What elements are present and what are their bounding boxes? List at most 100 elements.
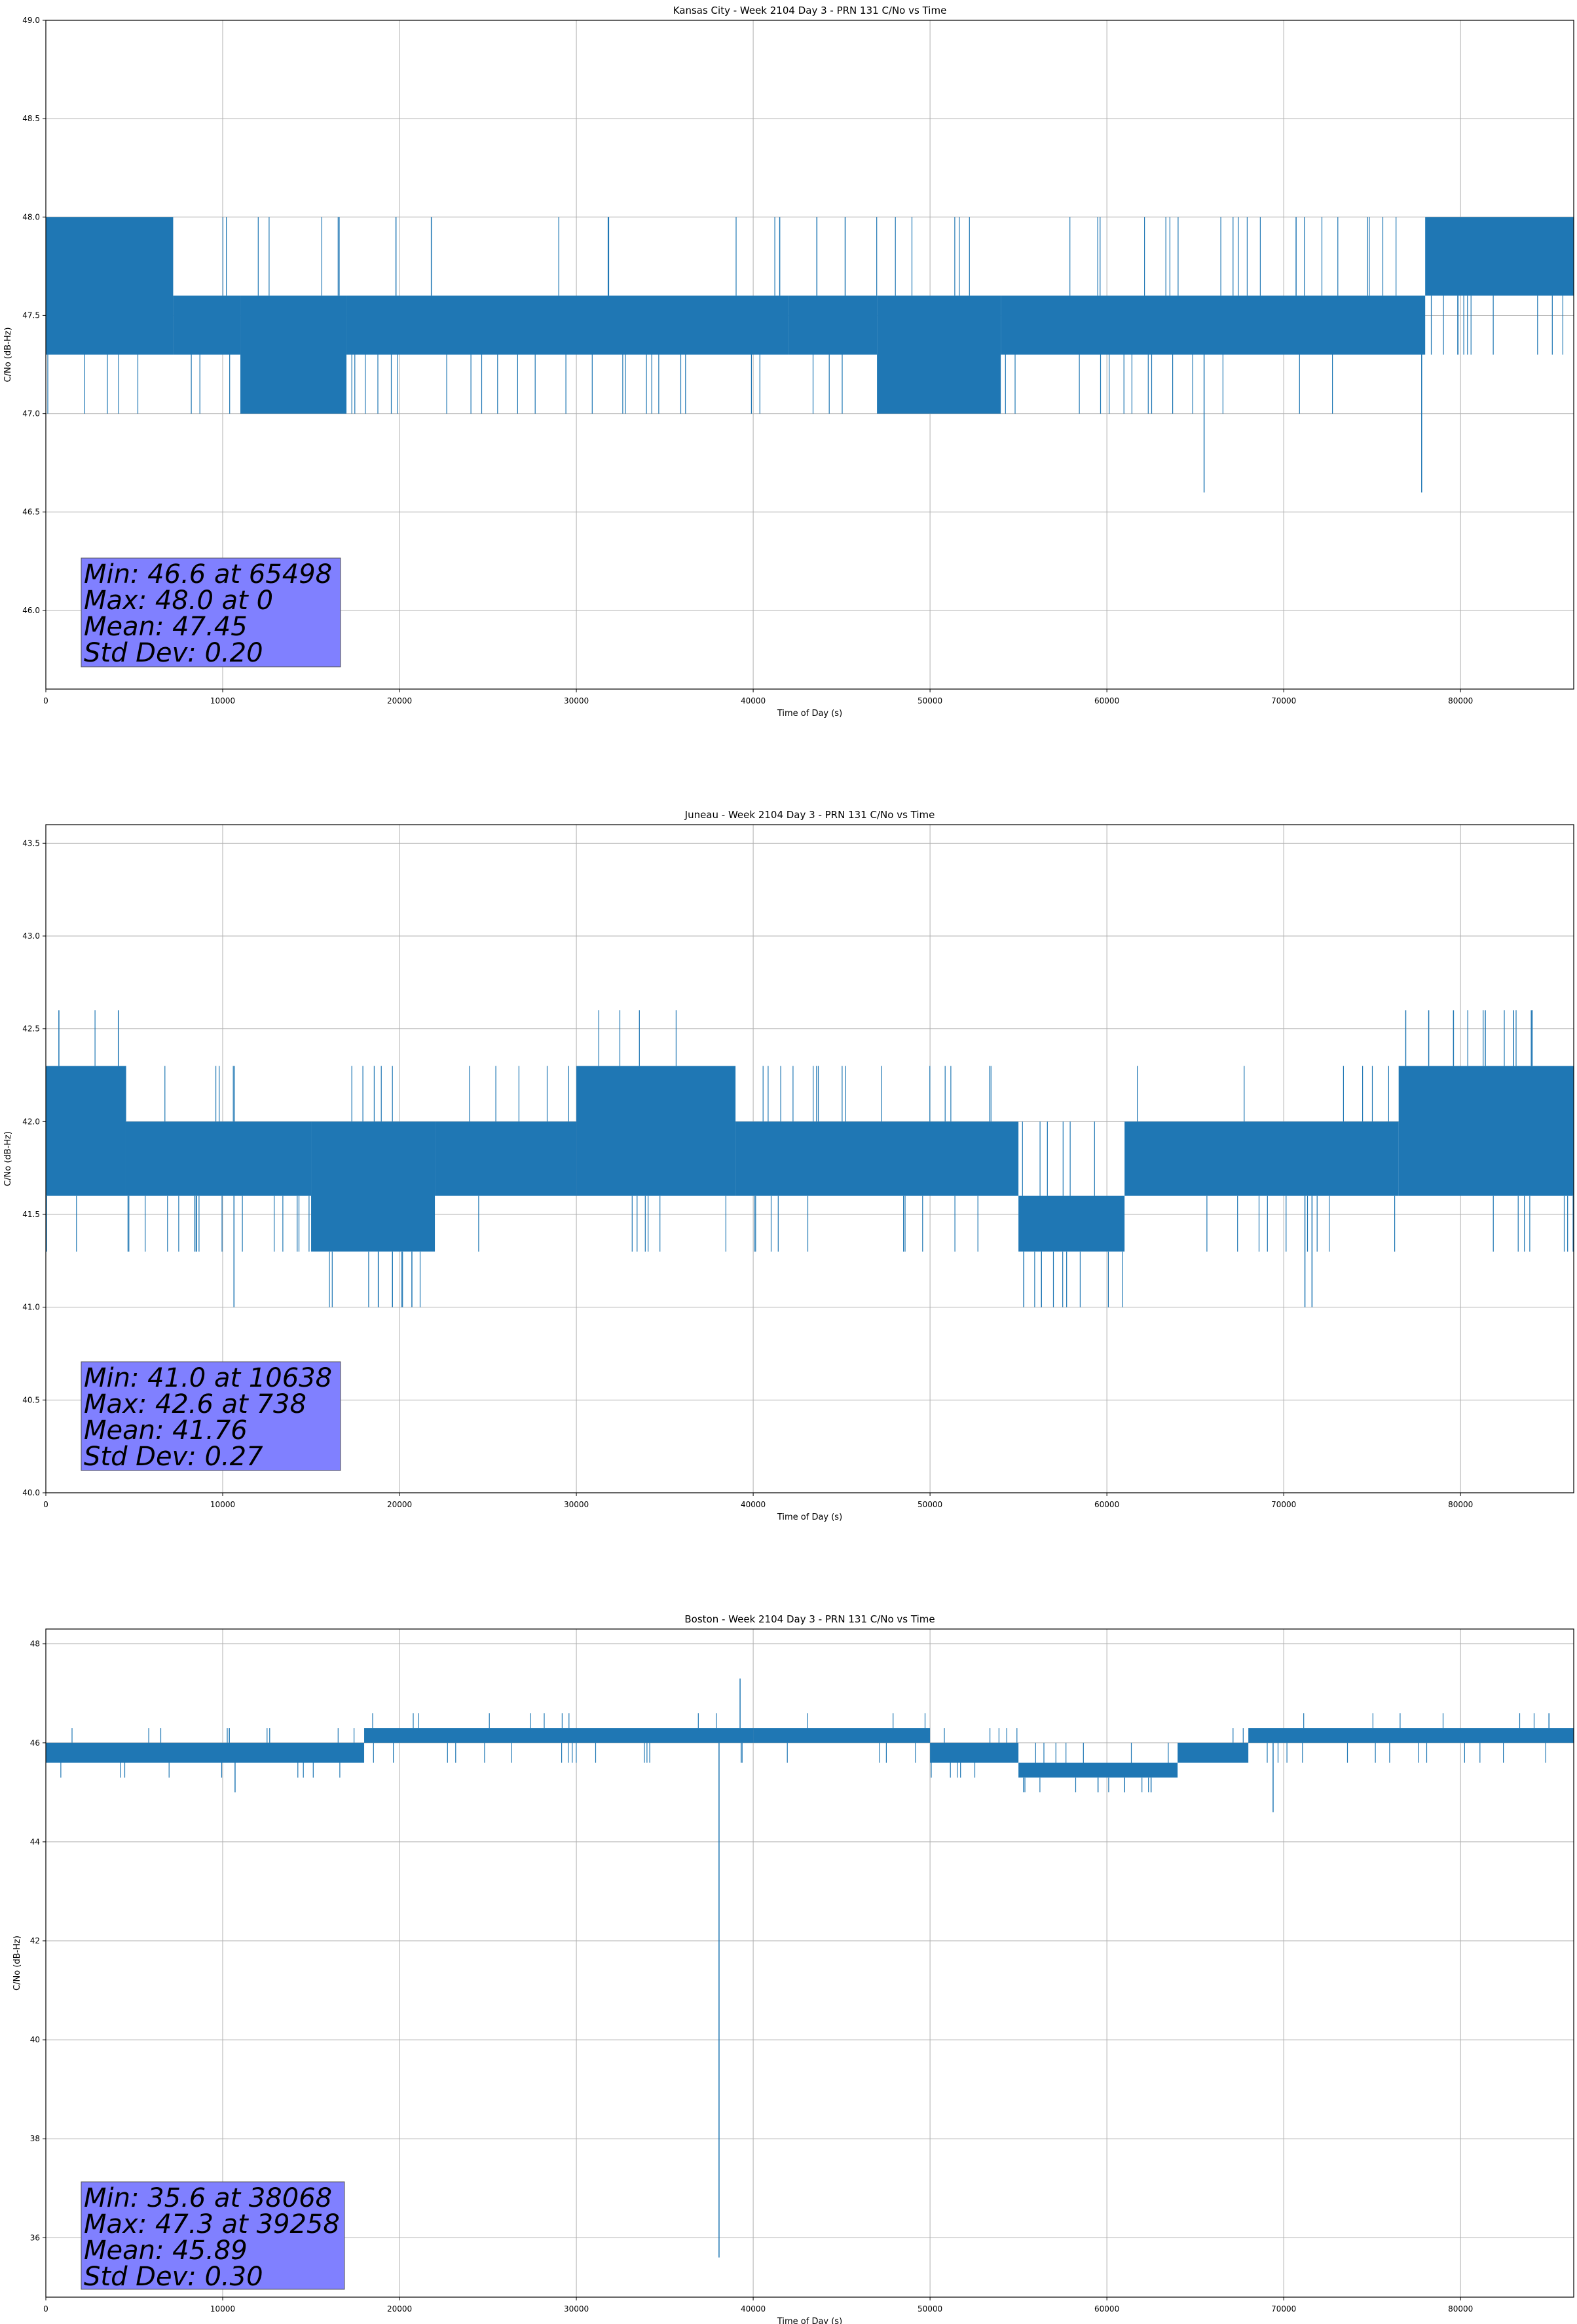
- signal-band: [1018, 1195, 1125, 1252]
- stats-line: Mean: 45.89: [84, 2236, 248, 2266]
- signal-band: [346, 295, 789, 355]
- signal-excursions: [125, 1066, 310, 1252]
- x-tick-label: 20000: [387, 2304, 412, 2314]
- y-tick-label: 40.5: [22, 1395, 40, 1404]
- stats-box: [81, 557, 341, 667]
- signal-band: [1248, 1728, 1574, 1743]
- signal-band: [753, 1728, 931, 1743]
- signal-band: [1425, 217, 1574, 296]
- axes-frame: [45, 20, 1574, 690]
- y-tick-label: 43.5: [22, 838, 40, 848]
- signal-band: [1178, 1742, 1249, 1763]
- signal-band: [735, 1121, 1019, 1196]
- x-tick-label: 30000: [564, 1500, 589, 1509]
- x-tick-label: 70000: [1271, 696, 1296, 705]
- axes-frame: [45, 1628, 1574, 2298]
- x-tick-label: 30000: [564, 696, 589, 705]
- x-axis-label: Time of Day (s): [777, 2317, 842, 2324]
- x-tick-label: 70000: [1271, 2304, 1296, 2314]
- signal-band: [173, 295, 241, 355]
- signal-excursions: [1267, 1713, 1546, 1763]
- signal-band: [46, 1742, 365, 1763]
- y-tick-label: 43.0: [22, 931, 40, 941]
- y-tick-label: 41.5: [22, 1210, 40, 1219]
- y-axis-label: C/No (dB-Hz): [12, 1936, 22, 1991]
- y-axis-label: C/No (dB-Hz): [3, 1131, 13, 1186]
- y-tick-label: 40.0: [22, 1488, 40, 1497]
- signal-band: [311, 1121, 436, 1252]
- x-tick-label: 80000: [1448, 696, 1473, 705]
- x-tick-label: 80000: [1448, 1500, 1473, 1509]
- signal-excursions: [598, 1010, 726, 1252]
- signal-excursions: [1005, 217, 1397, 414]
- x-axis-label: Time of Day (s): [777, 1512, 842, 1522]
- stats-line: Std Dev: 0.27: [84, 1442, 263, 1472]
- signal-excursions: [1467, 1010, 1574, 1252]
- signal-excursions: [931, 1728, 1018, 1778]
- signal-band: [46, 217, 174, 355]
- stats-box: [81, 1361, 341, 1471]
- stats-line: Max: 47.3 at 39258: [84, 2209, 340, 2240]
- y-tick-label: 46.5: [22, 508, 40, 517]
- y-tick-label: 42: [30, 1936, 40, 1945]
- signal-excursions: [1023, 1742, 1169, 1793]
- x-tick-label: 0: [43, 2304, 48, 2314]
- x-tick-label: 50000: [918, 2304, 942, 2314]
- signal-excursions: [754, 1066, 992, 1252]
- y-tick-label: 42.5: [22, 1024, 40, 1034]
- x-tick-label: 40000: [741, 2304, 766, 2314]
- y-tick-label: 46: [30, 1738, 40, 1748]
- x-axis-label: Time of Day (s): [777, 709, 842, 719]
- x-tick-label: 20000: [387, 696, 412, 705]
- x-tick-label: 80000: [1448, 2304, 1473, 2314]
- y-tick-label: 36: [30, 2233, 40, 2242]
- signal-excursions: [812, 217, 878, 414]
- x-tick-label: 50000: [918, 1500, 942, 1509]
- stats-line: Max: 48.0 at 0: [84, 586, 273, 616]
- x-tick-label: 60000: [1094, 1500, 1119, 1509]
- x-tick-label: 40000: [741, 696, 766, 705]
- stats-line: Std Dev: 0.30: [84, 2262, 263, 2292]
- signal-excursions: [47, 354, 139, 414]
- x-tick-label: 0: [43, 1500, 48, 1509]
- signal-trace: [46, 1678, 1574, 2258]
- y-tick-label: 42.0: [22, 1117, 40, 1126]
- axes-frame: [45, 824, 1574, 1493]
- signal-band: [46, 1066, 126, 1196]
- y-tick-label: 49.0: [22, 16, 40, 25]
- y-tick-label: 46.0: [22, 606, 40, 615]
- signal-band: [1001, 295, 1426, 355]
- signal-excursions: [469, 1066, 569, 1252]
- signal-excursions: [191, 217, 231, 414]
- y-tick-label: 44: [30, 1837, 40, 1846]
- chart-panel-2: Juneau - Week 2104 Day 3 - PRN 131 C/No …: [3, 809, 1574, 1522]
- signal-excursions: [787, 1713, 926, 1763]
- x-tick-label: 70000: [1271, 1500, 1296, 1509]
- signal-band: [1124, 1121, 1399, 1196]
- signal-trace: [46, 217, 1574, 493]
- signal-band: [240, 295, 347, 414]
- x-tick-label: 40000: [741, 1500, 766, 1509]
- signal-band: [364, 1728, 754, 1743]
- chart-panel-3: Boston - Week 2104 Day 3 - PRN 131 C/No …: [12, 1613, 1574, 2324]
- signal-excursions: [1430, 295, 1563, 355]
- y-tick-label: 38: [30, 2134, 40, 2143]
- stats-line: Min: 41.0 at 10638: [84, 1363, 332, 1393]
- signal-band: [576, 1066, 736, 1196]
- stats-line: Min: 46.6 at 65498: [84, 559, 332, 590]
- signal-excursions: [46, 1010, 96, 1252]
- x-tick-label: 0: [43, 696, 48, 705]
- signal-excursions: [372, 1713, 743, 1763]
- signal-band: [788, 295, 878, 355]
- y-tick-label: 47.0: [22, 409, 40, 419]
- chart-panel-1: Kansas City - Week 2104 Day 3 - PRN 131 …: [3, 5, 1574, 719]
- y-tick-label: 48.0: [22, 212, 40, 221]
- signal-band: [1018, 1763, 1178, 1778]
- chart-title: Boston - Week 2104 Day 3 - PRN 131 C/No …: [684, 1613, 935, 1625]
- y-tick-label: 40: [30, 2035, 40, 2044]
- signal-excursions: [60, 1728, 355, 1778]
- signal-band: [125, 1121, 312, 1196]
- y-tick-label: 48.5: [22, 114, 40, 123]
- y-tick-label: 47.5: [22, 310, 40, 320]
